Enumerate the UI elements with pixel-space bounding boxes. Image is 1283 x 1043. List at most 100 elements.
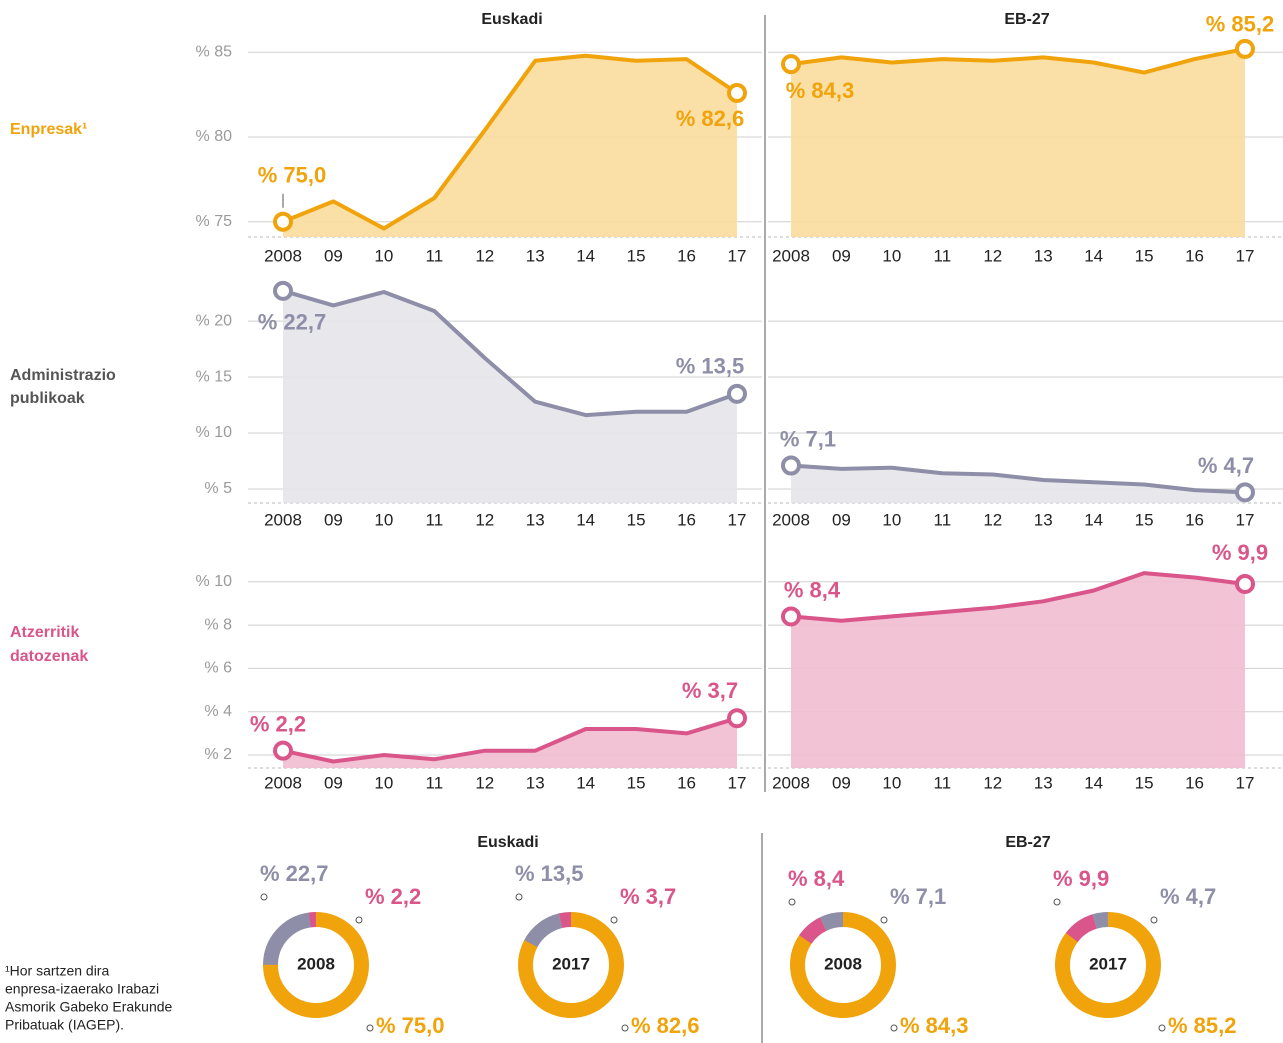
value-label: % 9,9 [1212, 540, 1268, 565]
point [781, 455, 801, 476]
donut-segment [263, 911, 369, 1018]
y-tick-label: % 75 [196, 213, 233, 230]
x-tick-label: 16 [1185, 773, 1204, 792]
x-tick-label: 13 [1034, 246, 1053, 265]
donut-segment [790, 912, 896, 1018]
x-tick-label: 10 [374, 246, 393, 265]
x-tick-label: 10 [882, 773, 901, 792]
leader-end [1053, 898, 1061, 906]
line [282, 288, 738, 418]
row-label: publikoak [10, 390, 85, 407]
x-tick-label: 16 [1185, 510, 1204, 529]
x-tick-label: 13 [526, 773, 545, 792]
y-tick-label: % 4 [204, 703, 232, 720]
donut-segment [263, 912, 369, 1018]
area [791, 465, 1245, 503]
point [727, 383, 747, 404]
x-tick-label: 09 [832, 773, 851, 792]
x-tick-label: 17 [1236, 510, 1255, 529]
donut-title: EB-27 [1005, 834, 1050, 851]
value-label: % 4,7 [1198, 453, 1254, 478]
value-label: % 85,2 [1168, 1013, 1237, 1038]
value-label: % 75,0 [376, 1013, 445, 1038]
y-tick-label: % 5 [204, 480, 232, 497]
donut-segment [263, 912, 369, 1018]
x-tick-label: 15 [1135, 246, 1154, 265]
y-tick-label: % 20 [196, 312, 233, 329]
x-tick-label: 11 [934, 510, 952, 529]
footnote: enpresa-izaerako Irabazi [5, 981, 159, 997]
point [727, 708, 747, 729]
x-tick-label: 09 [324, 510, 343, 529]
x-tick-label: 12 [983, 246, 1002, 265]
point [781, 606, 801, 627]
leader-end [880, 916, 888, 924]
value-label: % 3,7 [682, 678, 738, 703]
row-label: datozenak [10, 648, 88, 665]
point [727, 82, 747, 103]
row-label: Administrazio [10, 367, 116, 384]
x-tick-label: 15 [627, 773, 646, 792]
y-tick-label: % 85 [196, 44, 233, 61]
value-label: % 3,7 [620, 884, 676, 909]
x-tick-label: 14 [576, 246, 595, 265]
x-tick-label: 09 [324, 773, 343, 792]
donut-title: Euskadi [477, 834, 538, 851]
column-title: EB-27 [1004, 11, 1049, 28]
x-tick-label: 2008 [264, 246, 302, 265]
point [273, 211, 293, 232]
x-tick-label: 2008 [264, 510, 302, 529]
point [273, 280, 293, 301]
x-tick-label: 11 [426, 773, 444, 792]
value-label: % 82,6 [676, 106, 745, 131]
x-tick-label: 16 [677, 773, 696, 792]
x-tick-label: 13 [1034, 773, 1053, 792]
x-tick-label: 10 [374, 510, 393, 529]
donut-center-label: 2017 [552, 954, 590, 973]
area [283, 290, 737, 503]
donut-center-label: 2008 [297, 954, 335, 973]
x-tick-label: 09 [324, 246, 343, 265]
point [1235, 38, 1255, 59]
point [273, 740, 293, 761]
y-tick-label: % 6 [204, 660, 232, 677]
leader-end [788, 898, 796, 906]
y-tick-label: % 2 [204, 746, 232, 763]
x-tick-label: 14 [576, 773, 595, 792]
value-label: % 8,4 [784, 577, 841, 602]
leader-end [890, 1024, 898, 1032]
leader-end [515, 893, 523, 901]
x-tick-label: 10 [374, 773, 393, 792]
x-tick-label: 17 [1236, 246, 1255, 265]
x-tick-label: 15 [627, 510, 646, 529]
leader-end [621, 1024, 629, 1032]
area [791, 573, 1245, 768]
x-tick-label: 14 [1084, 246, 1103, 265]
column-title: Euskadi [481, 11, 542, 28]
x-tick-label: 17 [728, 773, 747, 792]
value-label: % 85,2 [1206, 12, 1275, 37]
value-label: % 22,7 [260, 861, 329, 886]
value-label: % 7,1 [890, 884, 946, 909]
point [1235, 482, 1255, 503]
x-tick-label: 09 [832, 510, 851, 529]
y-tick-label: % 8 [204, 616, 232, 633]
x-tick-label: 12 [475, 510, 494, 529]
donut-center-label: 2017 [1089, 954, 1127, 973]
x-tick-label: 16 [677, 246, 696, 265]
leader-end [610, 916, 618, 924]
line [282, 53, 739, 231]
donut-center-label: 2008 [824, 954, 862, 973]
x-tick-label: 2008 [772, 510, 810, 529]
value-label: % 2,2 [365, 884, 421, 909]
value-label: % 9,9 [1053, 866, 1109, 891]
line [790, 571, 1246, 623]
x-tick-label: 17 [1236, 773, 1255, 792]
leader-end [1158, 1024, 1166, 1032]
leader-end [260, 893, 268, 901]
x-tick-label: 13 [526, 510, 545, 529]
x-tick-label: 11 [426, 246, 444, 265]
x-tick-label: 16 [677, 510, 696, 529]
donut-segment [1055, 912, 1161, 1018]
